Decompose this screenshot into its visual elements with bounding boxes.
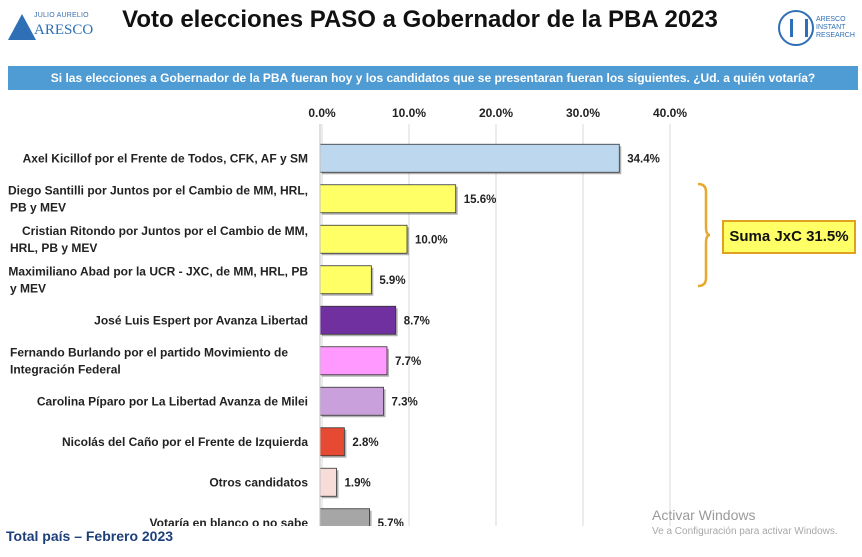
- bar: [319, 467, 337, 497]
- category-label: Votaría en blanco o no sabe: [150, 516, 309, 526]
- category-label: Maximiliano Abad por la UCR - JXC, de MM…: [8, 264, 308, 278]
- category-label: Integración Federal: [10, 362, 121, 376]
- bar: [319, 508, 370, 526]
- windows-watermark-text: Ve a Configuración para activar Windows.: [652, 526, 838, 537]
- x-tick-label: 10.0%: [392, 106, 426, 120]
- bar: [319, 305, 397, 335]
- bar-value-label: 7.7%: [395, 356, 421, 368]
- bar: [319, 184, 457, 214]
- page-title: Voto elecciones PASO a Gobernador de la …: [122, 6, 718, 33]
- bar-value-label: 1.9%: [345, 477, 371, 489]
- category-label: Fernando Burlando por el partido Movimie…: [10, 345, 288, 359]
- logo-right-line: ARESCO: [816, 16, 846, 23]
- bar: [319, 427, 345, 457]
- bar-chart: 0.0% 10.0% 20.0% 30.0% 40.0% 34.4% Axel Kicill…: [8, 106, 687, 526]
- windows-watermark-title: Activar Windows: [652, 507, 756, 523]
- bar-value-label: 5.9%: [379, 275, 405, 287]
- bar: [319, 346, 388, 376]
- logo-triangle-icon: [8, 14, 36, 40]
- bar: [319, 224, 408, 254]
- category-label: y MEV: [10, 281, 46, 295]
- x-tick-label: 30.0%: [566, 106, 600, 120]
- logo-right-text: ARESCO INSTANT RESEARCH: [816, 16, 860, 40]
- category-label: Diego Santilli por Juntos por el Cambio …: [8, 183, 308, 197]
- bar: [319, 265, 372, 295]
- aresco-research-logo: ARESCO INSTANT RESEARCH: [778, 10, 856, 50]
- jxc-sum-callout: Suma JxC 31.5%: [722, 220, 856, 254]
- logo-small-text: JULIO AURELIO: [34, 12, 89, 19]
- brace-icon: [697, 182, 710, 288]
- bar-value-label: 8.7%: [404, 315, 430, 327]
- bar-value-label: 10.0%: [415, 234, 448, 246]
- category-label: PB y MEV: [10, 200, 66, 214]
- x-tick-label: 40.0%: [653, 106, 687, 120]
- x-tick-label: 0.0%: [308, 106, 336, 120]
- category-label: Cristian Ritondo por Juntos por el Cambi…: [22, 224, 308, 238]
- bar-value-label: 2.8%: [352, 437, 378, 449]
- logo-name: ARESCO: [34, 22, 94, 38]
- category-label: José Luis Espert por Avanza Libertad: [94, 313, 308, 327]
- category-label: Nicolás del Caño por el Frente de Izquie…: [62, 435, 308, 449]
- category-label: Otros candidatos: [209, 475, 308, 489]
- category-label: HRL, PB y MEV: [10, 241, 97, 255]
- logo-right-line: INSTANT: [816, 24, 846, 31]
- category-label: Carolina Píparo por La Libertad Avanza d…: [37, 394, 308, 408]
- footer-note: Total país – Febrero 2023: [6, 528, 174, 544]
- x-tick-label: 20.0%: [479, 106, 513, 120]
- bar: [319, 386, 384, 416]
- bar-value-label: 5.7%: [378, 518, 404, 526]
- bar-value-label: 7.3%: [392, 396, 418, 408]
- bar-value-label: 34.4%: [627, 153, 660, 165]
- category-label: Axel Kicillof por el Frente de Todos, CF…: [23, 151, 308, 165]
- aresco-logo: JULIO AURELIO ARESCO: [6, 8, 96, 48]
- bar-value-label: 15.6%: [464, 194, 497, 206]
- logo-emblem-icon: [778, 10, 814, 46]
- logo-right-line: RESEARCH: [816, 32, 855, 39]
- survey-question: Si las elecciones a Gobernador de la PBA…: [8, 66, 858, 90]
- bar: [319, 143, 620, 173]
